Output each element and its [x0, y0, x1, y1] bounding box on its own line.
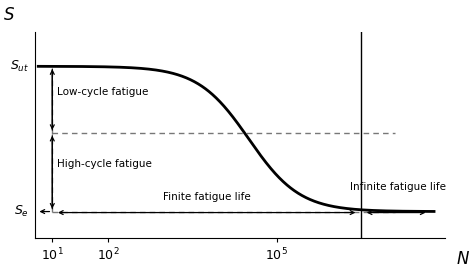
Text: High-cycle fatigue: High-cycle fatigue	[57, 159, 152, 169]
Text: $N$: $N$	[456, 250, 470, 268]
Text: Low-cycle fatigue: Low-cycle fatigue	[57, 87, 148, 96]
Text: Finite fatigue life: Finite fatigue life	[163, 192, 251, 202]
Text: $S_e$: $S_e$	[14, 204, 29, 219]
Text: $S$: $S$	[3, 6, 15, 24]
Text: $S_{ut}$: $S_{ut}$	[10, 59, 29, 74]
Text: Infinite fatigue life: Infinite fatigue life	[349, 182, 446, 192]
